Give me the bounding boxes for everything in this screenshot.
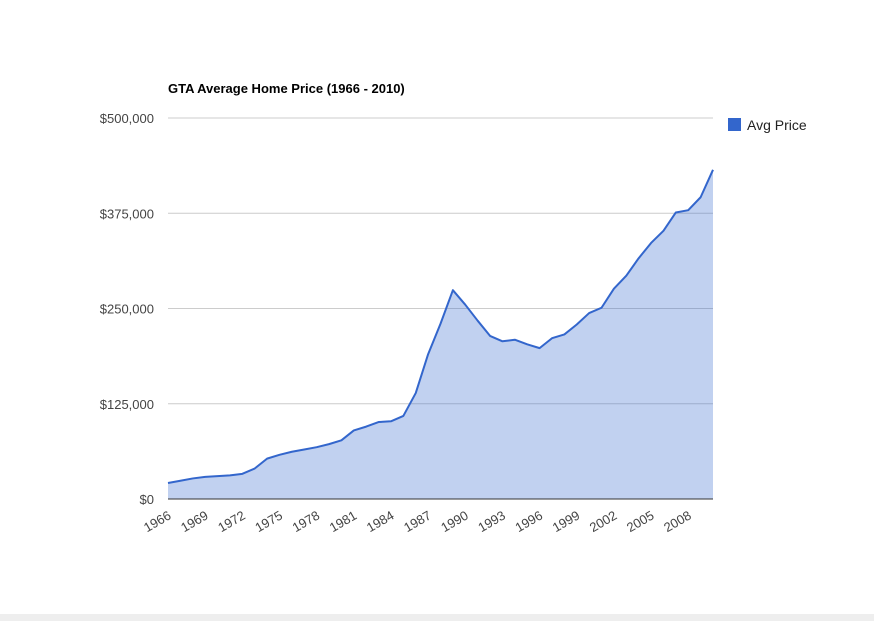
legend-swatch-avg-price — [728, 118, 741, 131]
x-axis: 1966 1969 1972 1975 1978 1981 1984 1987 1990 1993… — [141, 498, 713, 535]
x-tick-label: 1972 — [215, 508, 248, 535]
y-tick-label: $375,000 — [100, 206, 154, 221]
x-tick-label: 2002 — [587, 508, 620, 535]
x-tick-label: 1969 — [178, 508, 211, 535]
chart-title: GTA Average Home Price (1966 - 2010) — [168, 81, 405, 96]
x-tick-label: 1987 — [401, 508, 434, 535]
legend-label-avg-price: Avg Price — [747, 117, 807, 133]
x-tick-label: 1990 — [438, 508, 471, 535]
x-tick-label: 2005 — [624, 508, 657, 535]
x-tick-label: 1999 — [550, 508, 583, 535]
x-tick-label: 1981 — [327, 508, 360, 535]
y-tick-label: $500,000 — [100, 111, 154, 126]
page-footer-strip — [0, 614, 874, 621]
x-tick-label: 1975 — [252, 508, 285, 535]
y-axis: $0 $125,000 $250,000 $375,000 $500,000 — [100, 111, 154, 507]
x-tick-label: 1993 — [475, 508, 508, 535]
gridlines — [168, 117, 713, 405]
y-tick-label: $0 — [140, 492, 154, 507]
x-tick-label: 1996 — [513, 508, 546, 535]
series-line-avg-price — [167, 169, 714, 484]
x-tick-label: 1984 — [364, 508, 397, 535]
series-area-avg-price — [168, 169, 713, 499]
x-tick-label: 1978 — [290, 508, 323, 535]
x-tick-label: 1966 — [141, 508, 174, 535]
x-tick-label: 2008 — [661, 508, 694, 535]
y-tick-label: $125,000 — [100, 397, 154, 412]
legend: Avg Price — [728, 117, 807, 133]
series-area-layer — [167, 169, 714, 499]
y-tick-label: $250,000 — [100, 302, 154, 317]
